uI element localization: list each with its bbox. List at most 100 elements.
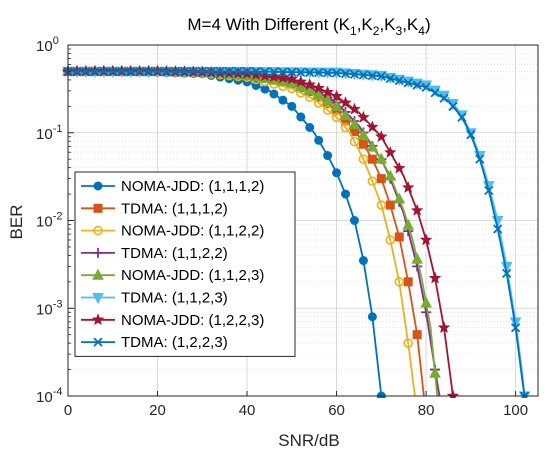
x-tick-label: 40	[239, 402, 256, 419]
data-point-triangle-up	[375, 152, 388, 164]
data-point-x	[251, 66, 261, 77]
data-point-x	[260, 67, 270, 77]
data-point-star	[249, 68, 263, 81]
data-point-star	[428, 271, 442, 284]
data-point-x	[367, 70, 378, 81]
data-point-x	[197, 66, 207, 77]
data-point-circle-open	[93, 225, 103, 236]
data-point-circle-open	[394, 277, 405, 287]
series-7	[63, 66, 530, 398]
legend: NOMA-JDD: (1,1,1,2) TDMA: (1,1,1,2) NOMA-J…	[74, 171, 296, 357]
data-point-triangle-up	[348, 117, 361, 130]
data-point-triangle-up	[384, 169, 397, 181]
data-point-square	[385, 200, 395, 210]
data-point-x	[296, 67, 306, 77]
x-tick-label: 100	[503, 402, 528, 419]
data-point-plus	[421, 307, 432, 318]
legend-label: TDMA: (1,1,2,2)	[121, 245, 228, 262]
data-point-x	[126, 66, 136, 77]
data-point-circle-open	[376, 200, 387, 210]
data-point-star	[401, 180, 415, 194]
data-point-x	[224, 66, 234, 77]
data-point-triangle-up	[330, 99, 343, 111]
data-point-x	[475, 154, 485, 164]
data-point-x	[493, 224, 503, 234]
data-point-circle-open	[403, 338, 413, 348]
legend-item: NOMA-JDD: (1,1,1,2)	[81, 178, 264, 195]
data-point-x	[376, 71, 386, 81]
data-point-triangle-up	[303, 83, 316, 95]
data-point-square	[93, 203, 103, 213]
data-point-x	[233, 66, 243, 77]
data-point-x	[206, 66, 216, 77]
data-point-star	[312, 81, 326, 94]
x-axis-ticks: 0 20 40 60 80 100	[64, 391, 528, 419]
legend-item: NOMA-JDD: (1,2,2,3)	[81, 312, 264, 329]
data-point-square	[367, 154, 377, 164]
data-point-x	[90, 66, 100, 77]
chart-title: M=4 With Different (K1,K2,K3,K4)	[187, 15, 430, 38]
data-point-circle-open	[331, 112, 342, 123]
data-point-circle-open	[349, 136, 360, 147]
legend-label: TDMA: (1,1,1,2)	[121, 200, 228, 217]
data-point-circle-filled	[341, 189, 351, 199]
data-point-x	[466, 130, 476, 140]
data-point-x	[340, 68, 351, 79]
data-point-x	[134, 66, 145, 77]
data-point-x	[510, 323, 521, 333]
data-point-star	[258, 69, 272, 82]
y-tick-label: 10-1	[36, 123, 62, 143]
legend-item: NOMA-JDD: (1,1,2,2)	[81, 223, 264, 240]
data-point-circle-filled	[287, 101, 297, 111]
data-point-triangle-up	[312, 88, 325, 100]
x-tick-label: 80	[418, 402, 435, 419]
title-part: 3	[396, 24, 403, 38]
data-point-star	[285, 72, 299, 85]
data-point-x	[161, 66, 172, 77]
data-point-x	[322, 68, 333, 78]
y-axis-ticks: 100 10-1 10-2 10-3 10-4	[36, 35, 74, 406]
data-point-square	[358, 139, 368, 149]
data-point-square	[412, 330, 422, 340]
data-point-star	[321, 85, 335, 98]
data-point-x	[179, 66, 190, 77]
data-point-x	[430, 88, 440, 98]
data-point-x	[242, 66, 252, 77]
data-point-x	[143, 66, 154, 77]
data-point-x	[81, 66, 91, 77]
x-axis-label: SNR/dB	[278, 431, 339, 450]
data-point-circle-open	[385, 235, 396, 245]
y-tick-label: 10-2	[36, 211, 62, 231]
data-point-x	[385, 73, 395, 84]
x-tick-label: 20	[149, 402, 166, 419]
data-point-triangle-up	[402, 218, 415, 230]
series-line	[68, 70, 526, 397]
title-part: ,K	[357, 15, 374, 34]
data-point-x	[448, 101, 458, 112]
data-point-triangle-up	[357, 128, 370, 140]
legend-label: TDMA: (1,2,2,3)	[121, 334, 228, 351]
data-point-star	[357, 110, 370, 123]
data-point-star	[91, 313, 105, 326]
data-point-circle-filled	[323, 151, 333, 161]
series-layer	[62, 64, 531, 398]
data-point-x	[117, 66, 127, 77]
data-point-star	[437, 321, 451, 334]
data-point-x	[108, 66, 118, 77]
data-point-star	[348, 102, 361, 115]
legend-label: NOMA-JDD: (1,2,2,3)	[121, 312, 264, 329]
data-point-triangle-down	[92, 293, 104, 305]
data-point-triangle-up	[420, 296, 432, 308]
legend-item: NOMA-JDD: (1,1,2,3)	[81, 267, 264, 284]
data-point-circle-filled	[332, 168, 342, 178]
data-point-circle-filled	[296, 112, 306, 122]
legend-item: TDMA: (1,1,2,2)	[81, 245, 228, 262]
data-point-triangle-up	[411, 252, 423, 264]
legend-label: NOMA-JDD: (1,1,1,2)	[121, 178, 264, 195]
data-point-x	[269, 67, 279, 77]
data-point-x	[403, 78, 413, 88]
data-point-x	[152, 66, 163, 77]
data-point-circle-filled	[314, 135, 324, 145]
data-point-x	[502, 268, 512, 278]
